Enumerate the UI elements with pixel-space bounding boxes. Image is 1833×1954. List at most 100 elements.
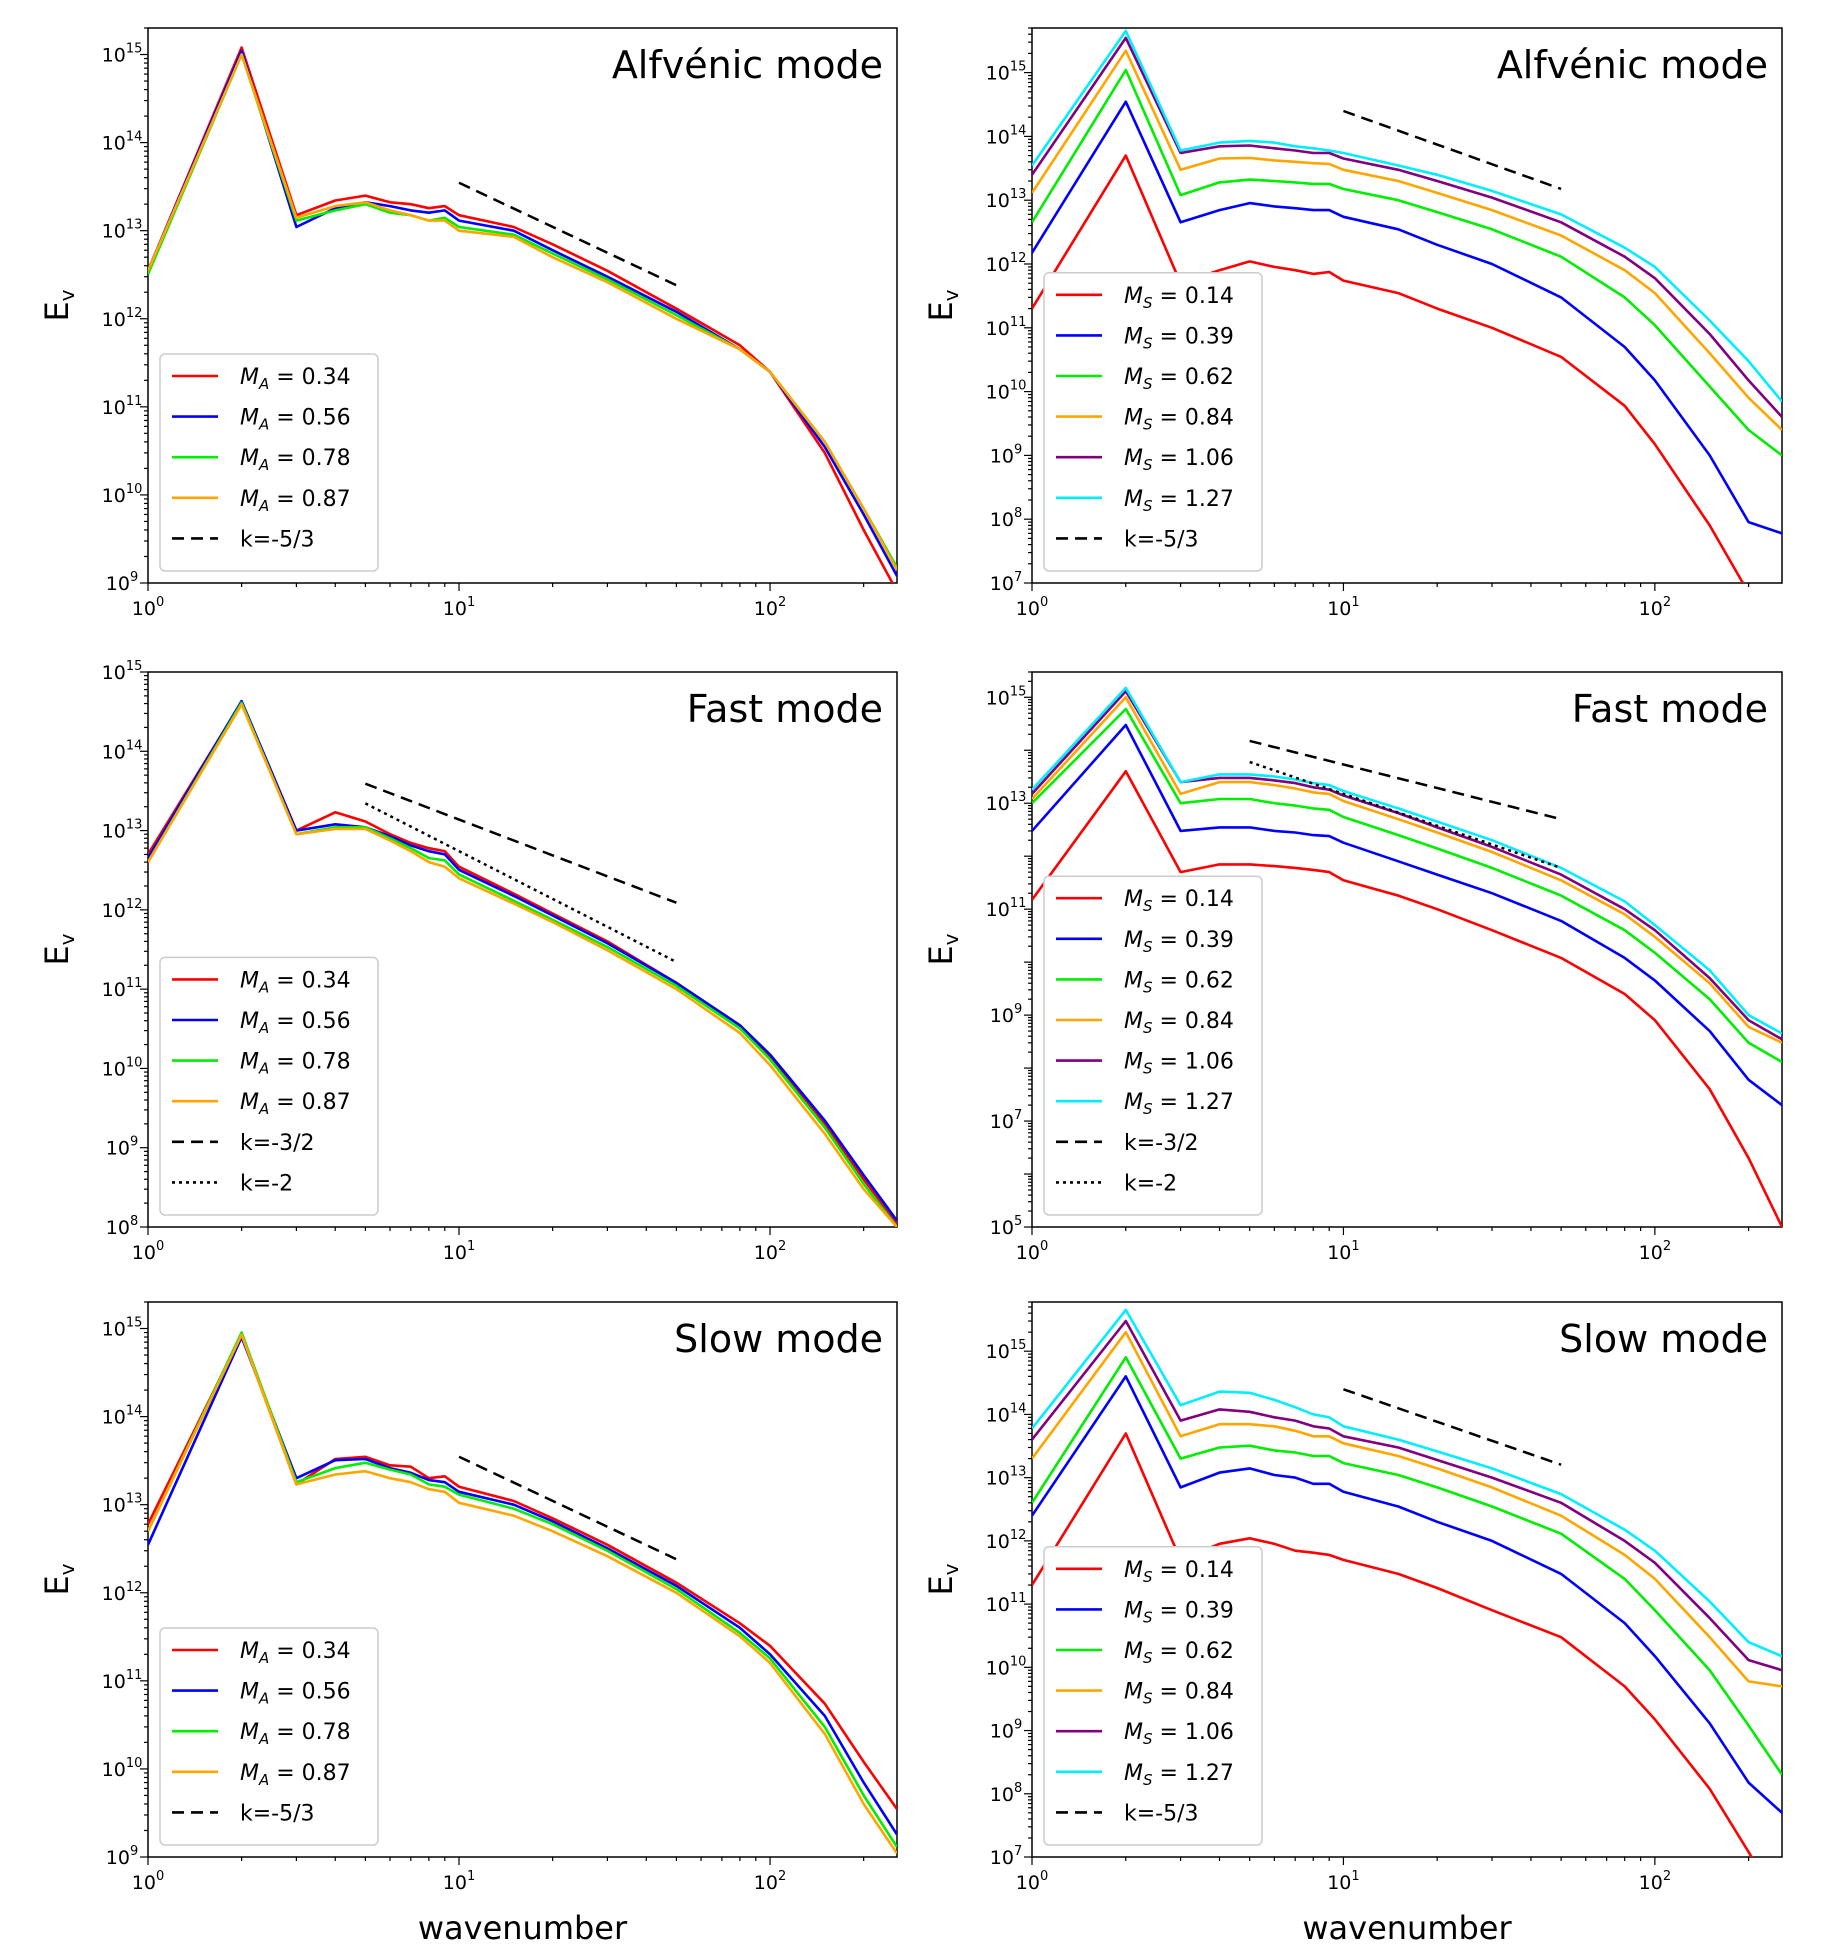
legend-label: MS = 1.27 (1124, 1090, 1234, 1118)
legend-label: MS = 1.06 (1124, 1720, 1234, 1748)
y-tick-label: 109 (990, 1002, 1022, 1027)
series-line-4 (1032, 1330, 1782, 1688)
y-tick-label: 1013 (986, 1465, 1027, 1490)
series-group (1032, 1308, 1782, 1857)
legend: MA = 0.34 MA = 0.56 MA = 0.78 MA = 0.87 k=-5… (159, 1627, 379, 1846)
reference-line-dashed (1343, 1388, 1562, 1466)
x-tick-label: 100 (132, 1869, 164, 1894)
reference-line-dashed (458, 181, 677, 287)
legend-label: MA = 0.87 (240, 487, 351, 515)
legend-label: MS = 0.39 (1124, 1598, 1234, 1626)
x-tick-label: 100 (132, 1239, 164, 1264)
y-tick-label: 1011 (102, 976, 143, 1001)
legend-label: MS = 1.06 (1124, 1050, 1234, 1078)
y-tick-label: 1011 (986, 896, 1027, 921)
series-group (1032, 686, 1782, 1227)
legend-label: MA = 0.78 (240, 1720, 351, 1748)
legend-label: MS = 0.14 (1124, 887, 1234, 915)
y-tick-label: 1015 (986, 1338, 1027, 1363)
legend: MS = 0.14 MS = 0.39 MS = 0.62 MS = 0.84 MS =… (1043, 272, 1263, 572)
chart-panel-2: 100 101 102 1015 1014 1013 1012 1011 1010 109 108 1… (922, 27, 1783, 620)
y-axis-label: Ev (922, 1563, 963, 1595)
y-tick-label: 1010 (986, 1654, 1027, 1679)
y-axis-label: Ev (38, 289, 79, 321)
y-tick-label: 1013 (102, 818, 143, 843)
reference-line-dashed (1343, 109, 1562, 191)
x-tick-label: 100 (1016, 1239, 1048, 1264)
series-line-4 (1032, 695, 1782, 1044)
reference-line-dotted (1249, 760, 1562, 870)
y-tick-label: 1014 (986, 1401, 1027, 1426)
legend-label: k=-2 (240, 1171, 293, 1196)
y-tick-label: 1014 (986, 123, 1027, 148)
reference-line-dashed (458, 1455, 677, 1561)
x-tick-label: 101 (1327, 595, 1359, 620)
legend-label: k=-5/3 (1124, 1801, 1199, 1826)
y-tick-label: 1015 (986, 60, 1027, 85)
x-tick-label: 102 (754, 1239, 786, 1264)
y-tick-label: 1011 (986, 315, 1027, 340)
legend-label: MA = 0.56 (240, 1009, 351, 1037)
series-line-4 (148, 703, 897, 1227)
legend-label: k=-3/2 (1124, 1131, 1199, 1156)
x-tick-label: 100 (132, 595, 164, 620)
series-line-1 (1032, 1432, 1754, 1857)
y-tick-label: 1011 (102, 394, 143, 419)
series-group (1032, 29, 1782, 583)
y-tick-label: 1012 (102, 306, 143, 331)
legend-box (1043, 1546, 1263, 1846)
x-tick-label: 101 (443, 1239, 475, 1264)
y-axis-label: Ev (922, 933, 963, 965)
legend-label: MS = 0.84 (1124, 1009, 1234, 1037)
x-tick-label: 102 (754, 1869, 786, 1894)
series-line-4 (148, 1333, 897, 1855)
legend: MA = 0.34 MA = 0.56 MA = 0.78 MA = 0.87 k=-5… (159, 353, 379, 572)
legend-label: MA = 0.78 (240, 1050, 351, 1078)
legend-label: MS = 1.06 (1124, 446, 1234, 474)
series-line-4 (1032, 49, 1782, 431)
x-axis-label: wavenumber (418, 1909, 628, 1947)
x-tick-label: 102 (1639, 595, 1671, 620)
legend-label: MS = 1.27 (1124, 487, 1234, 515)
panel-title: Fast mode (687, 687, 883, 731)
legend-label: MS = 0.62 (1124, 968, 1234, 996)
chart-panel-3: 100 101 102 1015 1014 1013 1012 1011 1010 109 108 F… (38, 659, 898, 1264)
panel-title: Slow mode (674, 1317, 883, 1361)
series-line-6 (1032, 686, 1782, 1035)
y-tick-label: 105 (990, 1214, 1022, 1239)
y-tick-label: 109 (106, 570, 138, 595)
legend-box (159, 956, 379, 1216)
x-tick-label: 101 (1327, 1869, 1359, 1894)
y-tick-label: 1014 (102, 1404, 143, 1429)
series-line-3 (1032, 1356, 1782, 1776)
y-tick-label: 1011 (102, 1668, 143, 1693)
y-tick-label: 108 (990, 1781, 1022, 1806)
x-tick-label: 101 (443, 1869, 475, 1894)
y-tick-label: 109 (106, 1844, 138, 1869)
reference-line-dashed (364, 782, 677, 904)
legend-box (1043, 875, 1263, 1216)
legend-label: k=-5/3 (240, 1801, 315, 1826)
legend-label: MS = 0.62 (1124, 365, 1234, 393)
legend-label: MA = 0.87 (240, 1090, 351, 1118)
chart-panel-5: 100 101 102 1015 1014 1013 1012 1011 1010 109 Slow… (38, 1301, 898, 1947)
y-tick-label: 1013 (102, 1492, 143, 1517)
y-axis-label: Ev (38, 1563, 79, 1595)
panel-title: Fast mode (1572, 687, 1768, 731)
y-tick-label: 1015 (102, 42, 143, 67)
y-tick-label: 1013 (102, 218, 143, 243)
legend-box (159, 353, 379, 572)
x-axis-label: wavenumber (1302, 1909, 1512, 1947)
legend-label: MA = 0.87 (240, 1761, 351, 1789)
legend-label: MS = 1.27 (1124, 1761, 1234, 1789)
y-tick-label: 1014 (102, 130, 143, 155)
legend-label: k=-3/2 (240, 1131, 315, 1156)
series-line-5 (1032, 1319, 1782, 1672)
y-tick-label: 107 (990, 1108, 1022, 1133)
series-line-3 (148, 701, 897, 1227)
y-tick-label: 1014 (102, 738, 143, 763)
legend: MS = 0.14 MS = 0.39 MS = 0.62 MS = 0.84 MS =… (1043, 1546, 1263, 1846)
y-tick-label: 1012 (986, 251, 1027, 276)
x-tick-label: 100 (1016, 595, 1048, 620)
